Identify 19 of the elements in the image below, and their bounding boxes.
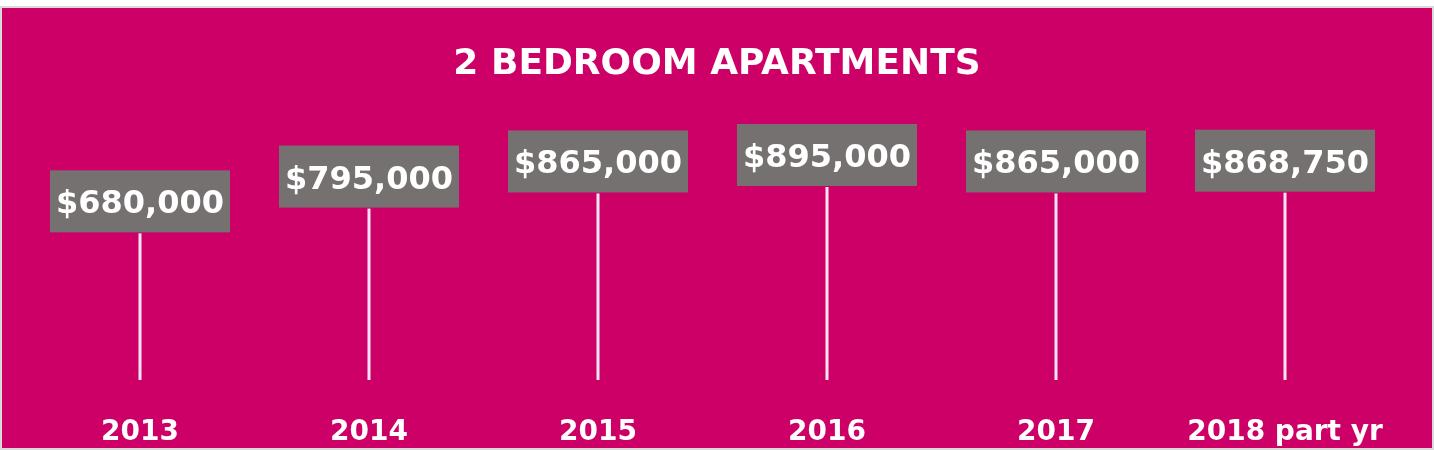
x-tick-label: 2017 xyxy=(1017,414,1095,447)
bar xyxy=(1283,192,1287,380)
data-label: $868,750 xyxy=(1200,142,1370,181)
x-tick-label: 2015 xyxy=(559,414,637,447)
data-label: $865,000 xyxy=(513,143,683,182)
bar xyxy=(1054,193,1058,380)
x-tick-label: 2018 part yr xyxy=(1187,414,1383,447)
bar xyxy=(596,193,600,380)
bar xyxy=(825,187,829,380)
x-tick-label: 2016 xyxy=(788,414,866,447)
bar xyxy=(367,208,371,380)
x-tick-label: 2014 xyxy=(330,414,408,447)
data-label: $680,000 xyxy=(55,183,225,222)
data-label: $865,000 xyxy=(971,143,1141,182)
bar xyxy=(138,233,142,380)
data-label: $795,000 xyxy=(284,158,454,197)
chart-title: 2 BEDROOM APARTMENTS xyxy=(453,41,981,82)
data-label: $895,000 xyxy=(742,137,912,175)
x-tick-label: 2013 xyxy=(101,414,179,447)
